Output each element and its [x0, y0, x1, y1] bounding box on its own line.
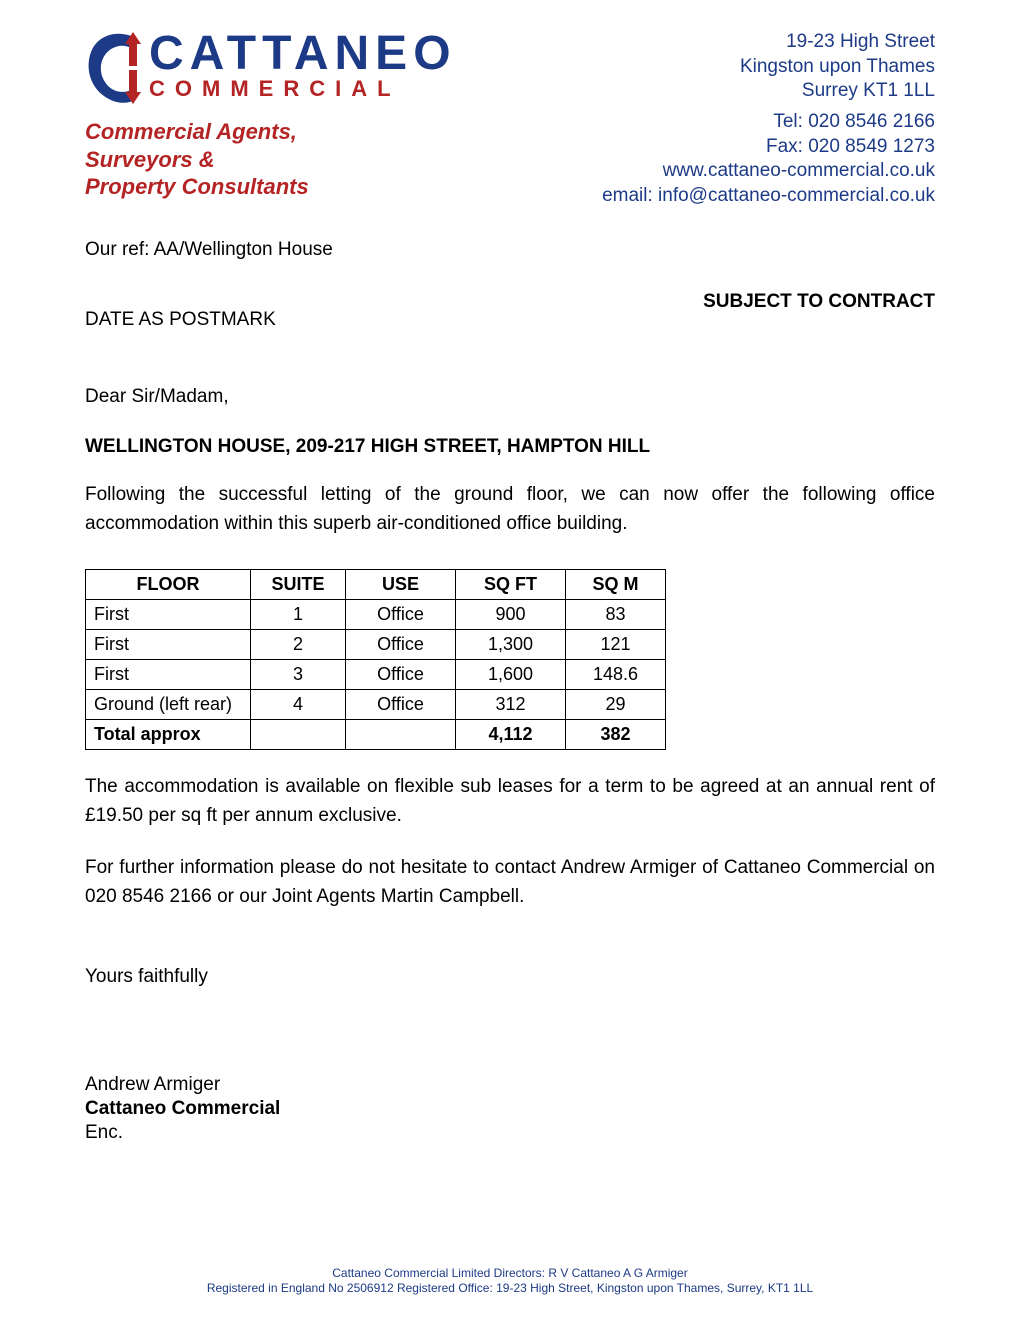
footer-line-2: Registered in England No 2506912 Registe…	[0, 1281, 1020, 1297]
cell-sqm: 148.6	[566, 659, 666, 689]
tagline-line-2: Surveyors &	[85, 146, 457, 174]
contact-web: www.cattaneo-commercial.co.uk	[602, 159, 935, 184]
cell-use: Office	[346, 659, 456, 689]
table-header-floor: FLOOR	[86, 569, 251, 599]
paragraph-1: Following the successful letting of the …	[85, 480, 935, 539]
contact-addr-3: Surrey KT1 1LL	[602, 79, 935, 104]
subject-to-contract: SUBJECT TO CONTRACT	[703, 291, 935, 313]
paragraph-3: For further information please do not he…	[85, 853, 935, 912]
contact-tel: Tel: 020 8546 2166	[602, 110, 935, 135]
cell-sqm: 83	[566, 599, 666, 629]
table-row: First 3 Office 1,600 148.6	[86, 659, 666, 689]
tagline-line-1: Commercial Agents,	[85, 118, 457, 146]
cell-total-sqft: 4,112	[456, 719, 566, 749]
cell-sqft: 1,600	[456, 659, 566, 689]
cell-floor: First	[86, 659, 251, 689]
logo-text: CATTANEO COMMERCIAL	[149, 30, 457, 102]
table-header-suite: SUITE	[251, 569, 346, 599]
cell-suite: 2	[251, 629, 346, 659]
reference-line: Our ref: AA/Wellington House	[85, 239, 935, 261]
logo: CATTANEO COMMERCIAL	[85, 30, 457, 108]
signature-enc: Enc.	[85, 1121, 935, 1145]
cell-total-label: Total approx	[86, 719, 251, 749]
contact-email: email: info@cattaneo-commercial.co.uk	[602, 184, 935, 209]
paragraph-2: The accommodation is available on flexib…	[85, 772, 935, 831]
cell-total-suite	[251, 719, 346, 749]
cell-suite: 1	[251, 599, 346, 629]
logo-main-text: CATTANEO	[149, 30, 457, 78]
table-row: First 2 Office 1,300 121	[86, 629, 666, 659]
cell-total-use	[346, 719, 456, 749]
cell-floor: First	[86, 599, 251, 629]
table-header-use: USE	[346, 569, 456, 599]
contact-addr-2: Kingston upon Thames	[602, 55, 935, 80]
table-row: Ground (left rear) 4 Office 312 29	[86, 689, 666, 719]
cattaneo-logo-icon	[85, 30, 143, 108]
signature-name: Andrew Armiger	[85, 1073, 935, 1097]
cell-floor: First	[86, 629, 251, 659]
signature-company: Cattaneo Commercial	[85, 1097, 935, 1121]
footer-line-1: Cattaneo Commercial Limited Directors: R…	[0, 1266, 1020, 1282]
letter-title: WELLINGTON HOUSE, 209-217 HIGH STREET, H…	[85, 436, 935, 458]
tagline-line-3: Property Consultants	[85, 173, 457, 201]
cell-use: Office	[346, 629, 456, 659]
footer: Cattaneo Commercial Limited Directors: R…	[0, 1266, 1020, 1297]
cell-suite: 3	[251, 659, 346, 689]
accommodation-table: FLOOR SUITE USE SQ FT SQ M First 1 Offic…	[85, 569, 666, 750]
salutation: Dear Sir/Madam,	[85, 386, 935, 408]
cell-sqm: 29	[566, 689, 666, 719]
cell-sqft: 312	[456, 689, 566, 719]
contact-fax: Fax: 020 8549 1273	[602, 135, 935, 160]
table-row: First 1 Office 900 83	[86, 599, 666, 629]
letterhead-header: CATTANEO COMMERCIAL Commercial Agents, S…	[85, 30, 935, 209]
cell-floor: Ground (left rear)	[86, 689, 251, 719]
cell-sqft: 1,300	[456, 629, 566, 659]
table-header-sqm: SQ M	[566, 569, 666, 599]
subject-row: DATE AS POSTMARK SUBJECT TO CONTRACT	[85, 291, 935, 331]
cell-use: Office	[346, 689, 456, 719]
cell-sqm: 121	[566, 629, 666, 659]
contact-addr-1: 19-23 High Street	[602, 30, 935, 55]
contact-block: 19-23 High Street Kingston upon Thames S…	[602, 30, 935, 209]
date-postmark: DATE AS POSTMARK	[85, 309, 276, 331]
tagline: Commercial Agents, Surveyors & Property …	[85, 118, 457, 201]
table-header-row: FLOOR SUITE USE SQ FT SQ M	[86, 569, 666, 599]
cell-suite: 4	[251, 689, 346, 719]
signature-block: Andrew Armiger Cattaneo Commercial Enc.	[85, 1073, 935, 1144]
cell-sqft: 900	[456, 599, 566, 629]
cell-total-sqm: 382	[566, 719, 666, 749]
closing: Yours faithfully	[85, 966, 935, 988]
cell-use: Office	[346, 599, 456, 629]
logo-section: CATTANEO COMMERCIAL Commercial Agents, S…	[85, 30, 457, 201]
table-total-row: Total approx 4,112 382	[86, 719, 666, 749]
logo-sub-text: COMMERCIAL	[149, 76, 457, 102]
table-header-sqft: SQ FT	[456, 569, 566, 599]
